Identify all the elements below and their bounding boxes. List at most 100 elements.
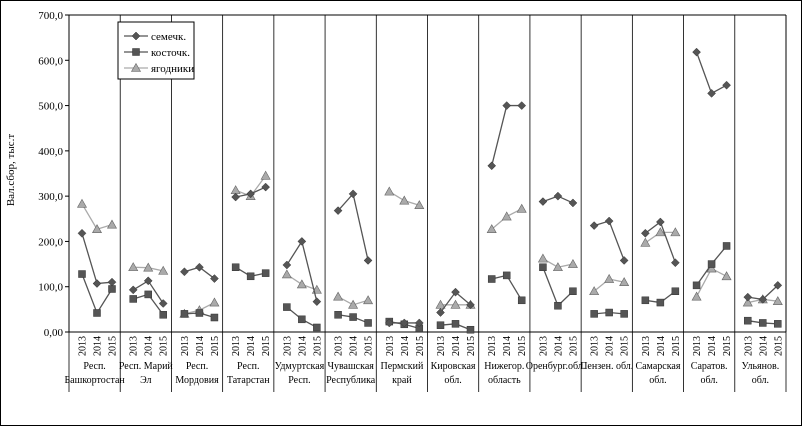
region-label: Респ. Марий [119, 361, 174, 372]
year-tick-label: 2015 [415, 336, 426, 356]
data-point [260, 170, 271, 180]
year-tick-label: 2014 [297, 336, 308, 356]
data-point [414, 200, 425, 209]
data-point [107, 277, 117, 287]
region-label: обл. [752, 375, 769, 386]
data-point [159, 311, 167, 319]
year-tick-label: 2014 [656, 336, 667, 356]
y-tick-label: 500,0 [38, 101, 63, 113]
region-label: Эл [140, 375, 151, 386]
data-point [414, 318, 424, 328]
data-point [589, 286, 600, 296]
region-label: Республика [326, 375, 376, 386]
data-point [758, 295, 768, 304]
year-tick-label: 2013 [743, 336, 754, 356]
region-label: Башкортостан [64, 375, 125, 386]
data-point [363, 256, 373, 265]
data-point [158, 299, 168, 308]
data-point [210, 313, 219, 322]
data-point [281, 269, 292, 279]
data-point [539, 263, 547, 271]
legend-box [117, 21, 195, 80]
year-tick-label: 2015 [261, 336, 272, 356]
data-point [742, 297, 753, 307]
data-point [209, 297, 220, 307]
data-point [129, 295, 137, 303]
region-label: Ульянов. [742, 361, 780, 372]
legend-marker [131, 31, 141, 41]
year-tick-label: 2014 [451, 336, 462, 356]
data-point [619, 256, 629, 265]
region-label: Самарская [635, 361, 680, 372]
data-point [333, 291, 344, 301]
data-point [552, 262, 563, 272]
region-label: Мордовия [175, 375, 219, 386]
legend: семечк. косточк. ягодники [117, 21, 195, 80]
year-tick-label: 2014 [93, 336, 104, 356]
data-point [605, 308, 613, 317]
legend-label: семечк. [151, 31, 186, 43]
series-group [76, 47, 783, 334]
year-tick-label: 2013 [436, 336, 447, 356]
data-point [384, 318, 394, 328]
year-tick-label: 2013 [385, 336, 396, 356]
data-point [604, 216, 614, 226]
data-point [261, 269, 270, 277]
data-point [246, 189, 255, 199]
data-point [399, 318, 409, 328]
data-point [487, 161, 497, 171]
data-point [692, 47, 701, 57]
data-point [502, 271, 511, 280]
data-point [231, 192, 240, 202]
data-point [568, 198, 578, 208]
data-point [590, 310, 598, 318]
data-point [180, 310, 189, 318]
data-point [772, 296, 783, 306]
region-label: Пермский [380, 361, 423, 372]
y-tick-label: 100,0 [38, 282, 63, 294]
y-ticks: 0,00 100,0 200,0 300,0 400,0 500,0 600,0 700,0 [38, 10, 69, 339]
region-label: обл. [701, 375, 718, 386]
data-point [106, 219, 118, 229]
year-tick-label: 2014 [195, 336, 206, 356]
data-point [436, 308, 445, 317]
data-point [744, 316, 752, 325]
data-point [501, 211, 512, 221]
year-tick-label: 2014 [400, 336, 411, 356]
region-label: Респ. [237, 361, 259, 372]
data-point [641, 296, 650, 305]
data-point [466, 325, 475, 334]
region-label: обл. [444, 375, 461, 386]
data-point [641, 228, 650, 238]
region-label: Татарстан [227, 375, 270, 386]
year-tick-label: 2015 [773, 336, 784, 356]
year-tick-label: 2014 [349, 336, 360, 356]
year-tick-label: 2015 [210, 336, 221, 356]
data-point [567, 258, 578, 268]
axes [68, 14, 787, 392]
year-tick-label: 2013 [129, 336, 140, 356]
year-tick-label: 2013 [180, 336, 191, 356]
year-tick-label: 2014 [553, 336, 564, 356]
region-label: Респ. [288, 375, 310, 386]
year-tick-label: 2015 [466, 336, 477, 356]
year-tick-label: 2015 [312, 336, 323, 356]
data-point [399, 195, 410, 205]
region-label: Нижегор. [484, 361, 524, 372]
data-point [722, 242, 731, 250]
y-tick-label: 600,0 [38, 55, 63, 67]
data-point [297, 237, 307, 246]
year-tick-label: 2015 [568, 336, 579, 356]
year-tick-label: 2013 [692, 336, 703, 356]
region-label: Саратов. [691, 361, 728, 372]
data-point [517, 296, 526, 305]
year-tick-label: 2015 [671, 336, 682, 356]
data-point [195, 262, 204, 272]
data-point [333, 206, 343, 215]
data-point [210, 274, 219, 283]
data-point [283, 303, 291, 311]
series-kostochk [78, 242, 782, 334]
year-tick-label: 2013 [538, 336, 549, 356]
region-label: Пензен. обл. [580, 361, 633, 372]
series-semechk [77, 47, 783, 328]
